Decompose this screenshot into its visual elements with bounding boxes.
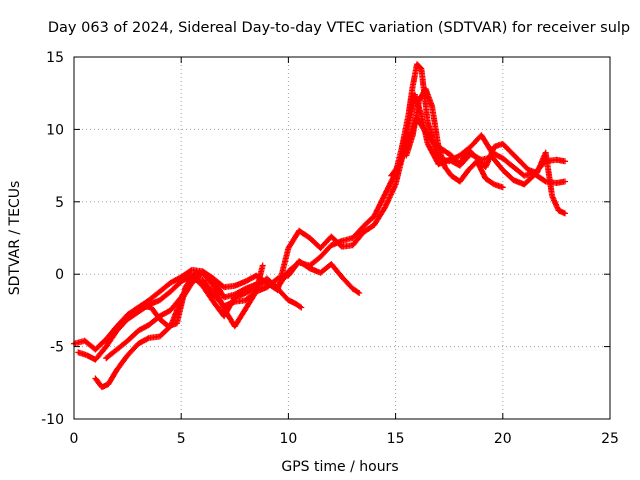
plot-border [73,56,611,420]
y-tick-label: 0 [55,267,64,283]
chart-title: Day 063 of 2024, Sidereal Day-to-day VTE… [48,20,630,36]
y-tick-label: -5 [50,340,64,356]
axis-ticks: 0 5 10 15 20 25 -10 -5 0 5 10 15 [41,50,619,447]
series-track-g [403,85,506,191]
y-tick-label: -10 [41,412,64,428]
x-tick-label: 15 [387,431,405,447]
y-axis-label: SDTVAR / TECUs [7,181,23,296]
y-tick-label: 15 [46,50,64,66]
series-track-e [113,262,266,333]
x-tick-label: 20 [494,431,512,447]
series-track-b [92,91,568,391]
y-tick-label: 10 [46,122,64,138]
x-tick-label: 0 [70,431,79,447]
x-axis-label: GPS time / hours [281,459,398,475]
plot-frame [73,56,611,420]
x-tick-label: 5 [177,431,186,447]
y-tick-label: 5 [55,195,64,211]
x-tick-label: 10 [279,431,297,447]
x-tick-label: 25 [601,431,619,447]
data-series [71,61,568,391]
